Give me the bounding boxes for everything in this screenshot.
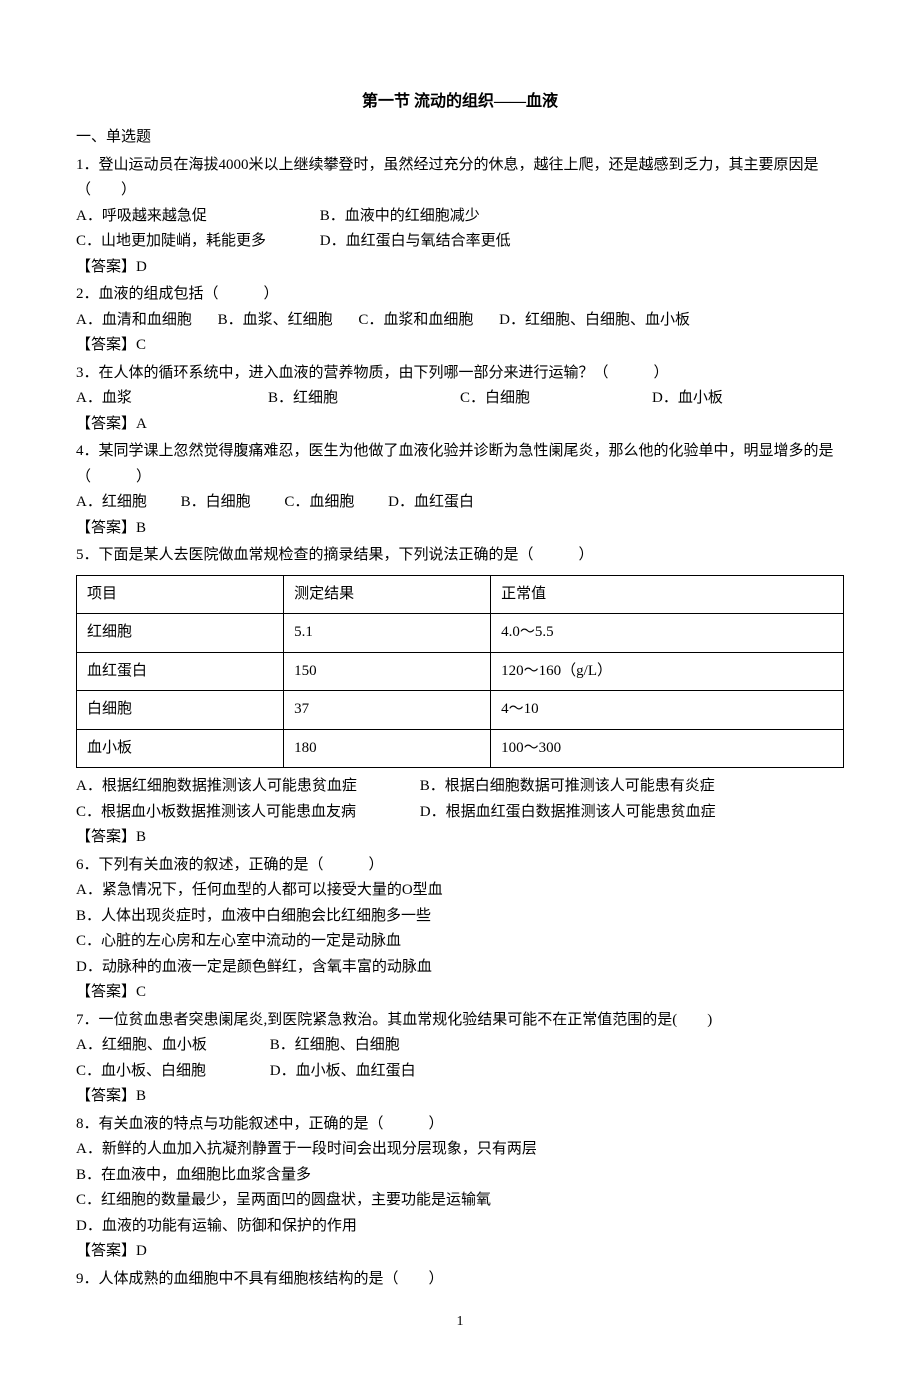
option-c: C．血浆和血细胞 [358, 308, 473, 334]
table-row: 白细胞 37 4～10 [77, 691, 844, 730]
option-c: C．血小板、白细胞 [76, 1059, 266, 1085]
table-cell: 白细胞 [77, 691, 284, 730]
question-stem: 9．人体成熟的血细胞中不具有细胞核结构的是（ ） [76, 1267, 844, 1293]
table-cell: 37 [284, 691, 491, 730]
question-stem: 4．某同学课上忽然觉得腹痛难忍，医生为他做了血液化验并诊断为急性阑尾炎，那么他的… [76, 439, 844, 490]
table-cell: 120～160（g/L） [491, 652, 844, 691]
answer: 【答案】B [76, 1084, 844, 1110]
table-cell: 4.0～5.5 [491, 614, 844, 653]
answer: 【答案】C [76, 980, 844, 1006]
option-d: D．血液的功能有运输、防御和保护的作用 [76, 1214, 844, 1240]
answer: 【答案】D [76, 255, 844, 281]
question-stem: 3．在人体的循环系统中，进入血液的营养物质，由下列哪一部分来进行运输？（ ） [76, 361, 844, 387]
option-d: D．血小板、血红蛋白 [270, 1063, 416, 1079]
options-row: A．红细胞 B．白细胞 C．血细胞 D．血红蛋白 [76, 490, 844, 516]
option-c: C．血细胞 [284, 490, 354, 516]
answer: 【答案】A [76, 412, 844, 438]
question-stem: 6．下列有关血液的叙述，正确的是（ ） [76, 853, 844, 879]
option-c: C．红细胞的数量最少，呈两面凹的圆盘状，主要功能是运输氧 [76, 1188, 844, 1214]
question-3: 3．在人体的循环系统中，进入血液的营养物质，由下列哪一部分来进行运输？（ ） A… [76, 361, 844, 438]
table-cell: 180 [284, 729, 491, 768]
option-b: B．白细胞 [181, 490, 251, 516]
question-7: 7．一位贫血患者突患阑尾炎,到医院紧急救治。其血常规化验结果可能不在正常值范围的… [76, 1008, 844, 1110]
answer: 【答案】D [76, 1239, 844, 1265]
table-cell: 血红蛋白 [77, 652, 284, 691]
option-a: A．红细胞、血小板 [76, 1033, 266, 1059]
question-2: 2．血液的组成包括（ ） A．血清和血细胞 B．血浆、红细胞 C．血浆和血细胞 … [76, 282, 844, 359]
document-title: 第一节 流动的组织——血液 [76, 88, 844, 115]
options-row: C．山地更加陡峭，耗能更多 D．血红蛋白与氧结合率更低 [76, 229, 844, 255]
table-row: 血红蛋白 150 120～160（g/L） [77, 652, 844, 691]
option-a: A．紧急情况下，任何血型的人都可以接受大量的O型血 [76, 878, 844, 904]
question-8: 8．有关血液的特点与功能叙述中，正确的是（ ） A．新鲜的人血加入抗凝剂静置于一… [76, 1112, 844, 1265]
option-a: A．新鲜的人血加入抗凝剂静置于一段时间会出现分层现象，只有两层 [76, 1137, 844, 1163]
table-cell: 4～10 [491, 691, 844, 730]
option-d: D．红细胞、白细胞、血小板 [499, 308, 690, 334]
question-stem: 7．一位贫血患者突患阑尾炎,到医院紧急救治。其血常规化验结果可能不在正常值范围的… [76, 1008, 844, 1034]
question-4: 4．某同学课上忽然觉得腹痛难忍，医生为他做了血液化验并诊断为急性阑尾炎，那么他的… [76, 439, 844, 541]
options-row: C．根据血小板数据推测该人可能患血友病 D．根据血红蛋白数据推测该人可能患贫血症 [76, 800, 844, 826]
page-number: 1 [76, 1310, 844, 1334]
table-cell: 5.1 [284, 614, 491, 653]
option-a: A．根据红细胞数据推测该人可能患贫血症 [76, 774, 416, 800]
option-b: B．血液中的红细胞减少 [320, 208, 480, 224]
answer: 【答案】B [76, 825, 844, 851]
question-1: 1．登山运动员在海拔4000米以上继续攀登时，虽然经过充分的休息，越往上爬，还是… [76, 153, 844, 281]
options-row: A．根据红细胞数据推测该人可能患贫血症 B．根据白细胞数据可推测该人可能患有炎症 [76, 774, 844, 800]
option-d: D．动脉种的血液一定是颜色鲜红，含氧丰富的动脉血 [76, 955, 844, 981]
option-d: D．血小板 [652, 386, 844, 412]
option-d: D．血红蛋白与氧结合率更低 [320, 233, 511, 249]
table-header: 测定结果 [284, 575, 491, 614]
option-a: A．血清和血细胞 [76, 308, 192, 334]
option-a: A．血浆 [76, 386, 268, 412]
table-row: 红细胞 5.1 4.0～5.5 [77, 614, 844, 653]
option-c: C．白细胞 [460, 386, 652, 412]
table-row: 项目 测定结果 正常值 [77, 575, 844, 614]
table-cell: 150 [284, 652, 491, 691]
option-b: B．在血液中，血细胞比血浆含量多 [76, 1163, 844, 1189]
question-stem: 1．登山运动员在海拔4000米以上继续攀登时，虽然经过充分的休息，越往上爬，还是… [76, 153, 844, 204]
table-cell: 血小板 [77, 729, 284, 768]
table-row: 血小板 180 100～300 [77, 729, 844, 768]
table-cell: 100～300 [491, 729, 844, 768]
options-row: C．血小板、白细胞 D．血小板、血红蛋白 [76, 1059, 844, 1085]
option-c: C．心脏的左心房和左心室中流动的一定是动脉血 [76, 929, 844, 955]
table-header: 项目 [77, 575, 284, 614]
option-d: D．根据血红蛋白数据推测该人可能患贫血症 [420, 804, 716, 820]
table-header: 正常值 [491, 575, 844, 614]
option-b: B．红细胞、白细胞 [270, 1037, 400, 1053]
question-stem: 8．有关血液的特点与功能叙述中，正确的是（ ） [76, 1112, 844, 1138]
options-row: A．血清和血细胞 B．血浆、红细胞 C．血浆和血细胞 D．红细胞、白细胞、血小板 [76, 308, 844, 334]
option-d: D．血红蛋白 [388, 490, 474, 516]
question-stem: 5．下面是某人去医院做血常规检查的摘录结果，下列说法正确的是（ ） [76, 543, 844, 569]
question-stem: 2．血液的组成包括（ ） [76, 282, 844, 308]
option-c: C．根据血小板数据推测该人可能患血友病 [76, 800, 416, 826]
table-cell: 红细胞 [77, 614, 284, 653]
blood-test-table: 项目 测定结果 正常值 红细胞 5.1 4.0～5.5 血红蛋白 150 120… [76, 575, 844, 769]
options-row: A．红细胞、血小板 B．红细胞、白细胞 [76, 1033, 844, 1059]
option-c: C．山地更加陡峭，耗能更多 [76, 229, 316, 255]
option-a: A．红细胞 [76, 490, 147, 516]
option-b: B．根据白细胞数据可推测该人可能患有炎症 [420, 778, 715, 794]
answer: 【答案】B [76, 516, 844, 542]
option-b: B．血浆、红细胞 [218, 308, 333, 334]
options-row: A．血浆 B．红细胞 C．白细胞 D．血小板 [76, 386, 844, 412]
option-a: A．呼吸越来越急促 [76, 204, 316, 230]
options-row: A．呼吸越来越急促 B．血液中的红细胞减少 [76, 204, 844, 230]
question-6: 6．下列有关血液的叙述，正确的是（ ） A．紧急情况下，任何血型的人都可以接受大… [76, 853, 844, 1006]
section-header: 一、单选题 [76, 125, 844, 151]
question-5: 5．下面是某人去医院做血常规检查的摘录结果，下列说法正确的是（ ） 项目 测定结… [76, 543, 844, 851]
option-b: B．人体出现炎症时，血液中白细胞会比红细胞多一些 [76, 904, 844, 930]
question-9: 9．人体成熟的血细胞中不具有细胞核结构的是（ ） [76, 1267, 844, 1293]
option-b: B．红细胞 [268, 386, 460, 412]
answer: 【答案】C [76, 333, 844, 359]
